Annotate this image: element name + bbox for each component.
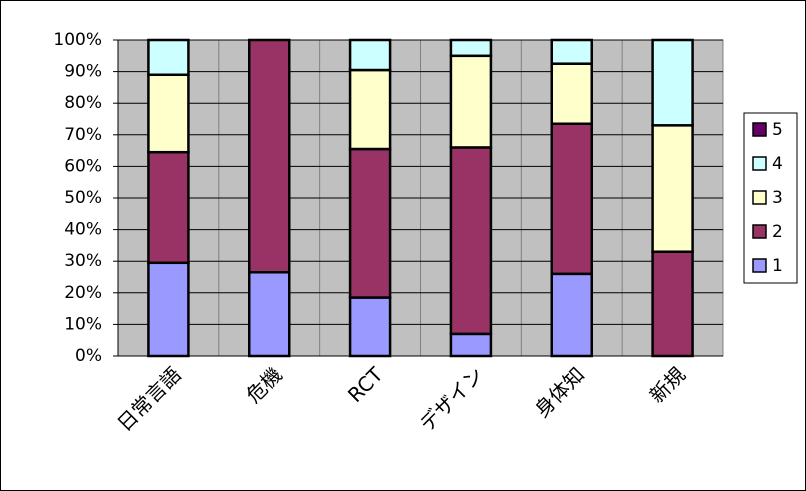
- y-tick-label: 40%: [64, 220, 102, 240]
- legend-swatch: [752, 190, 767, 205]
- legend-label: 4: [772, 154, 783, 174]
- legend-swatch: [752, 122, 767, 137]
- legend-swatch: [752, 258, 767, 273]
- y-tick-label: 70%: [64, 125, 102, 145]
- bar-segment: [348, 38, 392, 72]
- legend-label: 5: [772, 120, 783, 140]
- bar-segment: [248, 38, 291, 274]
- legend-label: 3: [772, 188, 783, 208]
- bar-segment: [449, 38, 493, 58]
- y-tick-label: 0%: [75, 346, 102, 366]
- legend-swatch: [752, 156, 767, 171]
- bar-segment: [550, 62, 593, 125]
- bar-segment: [449, 146, 493, 336]
- y-tick-label: 90%: [64, 62, 102, 82]
- bar-segment: [147, 261, 190, 358]
- y-tick-label: 20%: [64, 283, 102, 303]
- bar-segment: [348, 68, 392, 151]
- legend-label: 2: [772, 222, 783, 242]
- bar-segment: [449, 54, 493, 149]
- bar-segment: [147, 150, 190, 265]
- bar-segment: [550, 122, 593, 276]
- bar-segment: [147, 73, 190, 154]
- bar-segment: [651, 38, 694, 127]
- y-tick-label: 30%: [64, 251, 102, 271]
- bar-segment: [449, 332, 493, 358]
- bar-segment: [651, 250, 694, 358]
- bar-segment: [248, 271, 291, 358]
- y-tick-label: 100%: [53, 30, 102, 50]
- y-tick-label: 50%: [64, 188, 102, 208]
- legend-swatch: [752, 224, 767, 239]
- legend-label: 1: [772, 256, 783, 276]
- bar-segment: [147, 38, 190, 77]
- y-tick-label: 60%: [64, 156, 102, 176]
- bar-segment: [651, 124, 694, 253]
- bar-segment: [348, 296, 392, 358]
- bar-segment: [550, 38, 593, 65]
- y-tick-label: 80%: [64, 93, 102, 113]
- y-tick-label: 10%: [64, 314, 102, 334]
- legend-box: [743, 112, 798, 284]
- bar-segment: [550, 272, 593, 358]
- bar-segment: [348, 147, 392, 299]
